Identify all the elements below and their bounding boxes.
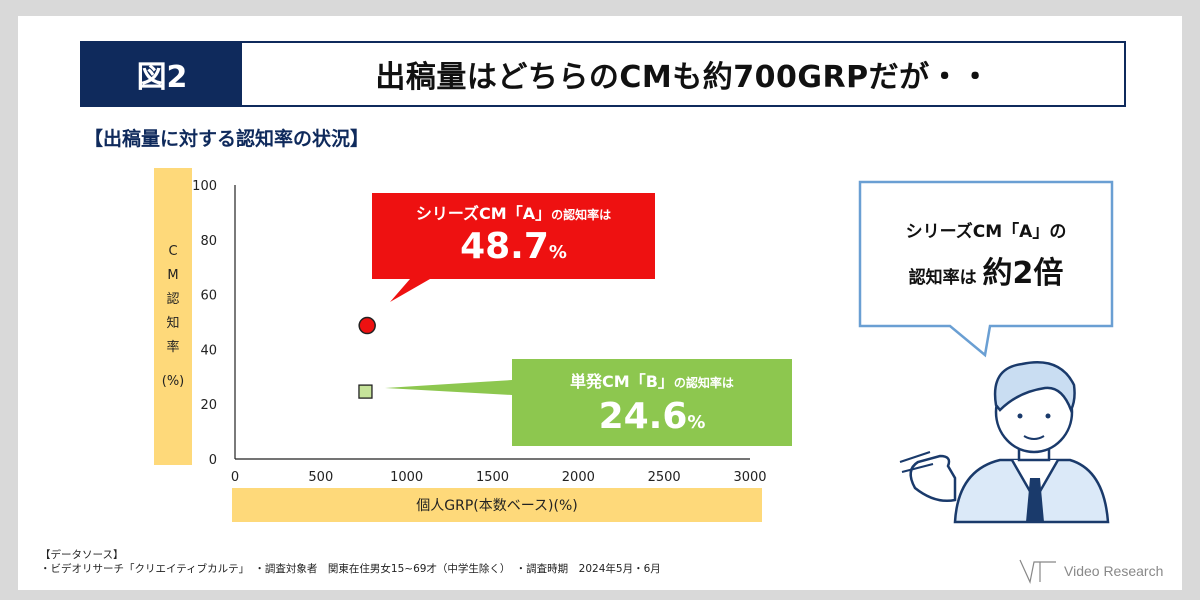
y-axis-label-char: 認 bbox=[166, 292, 180, 307]
data-source: 【データソース】 ・ビデオリサーチ「クリエイティブカルテ」 ・調査対象者 関東在… bbox=[40, 548, 661, 576]
y-axis-label-char: C bbox=[168, 244, 178, 259]
callout-b-number: 24.6 bbox=[598, 396, 688, 437]
x-tick-label: 2500 bbox=[648, 470, 681, 485]
callout-b-value: 24.6% bbox=[512, 396, 792, 437]
y-tick-label: 60 bbox=[200, 289, 217, 304]
callout-a-label: シリーズCM「A」の認知率は bbox=[372, 200, 655, 224]
y-axis-label-char: 知 bbox=[166, 316, 180, 331]
x-tick-label: 2000 bbox=[562, 470, 595, 485]
chart-subtitle: 【出稿量に対する認知率の状況】 bbox=[84, 128, 370, 150]
header-title: 出稿量はどちらのCMも約700GRPだが・・ bbox=[375, 60, 991, 95]
y-axis-label-char: 率 bbox=[166, 340, 180, 355]
logo-text: Video Research bbox=[1064, 563, 1164, 579]
y-axis-label: C M 認知率 (%) bbox=[154, 240, 192, 394]
callout-b-unit: % bbox=[687, 412, 706, 433]
y-axis-label-band: C M 認知率 (%) bbox=[154, 168, 192, 465]
y-axis-label-char: M bbox=[167, 268, 179, 283]
bubble-line1: シリーズCM「A」の bbox=[905, 221, 1067, 242]
x-tick-label: 1500 bbox=[476, 470, 509, 485]
x-tick-label: 500 bbox=[308, 470, 333, 485]
header-bar: 図2 出稿量はどちらのCMも約700GRPだが・・ bbox=[80, 41, 1126, 107]
callout-a-number: 48.7 bbox=[460, 226, 549, 267]
x-tick-label: 1000 bbox=[390, 470, 423, 485]
bubble-line2: 認知率は 約2倍 bbox=[909, 248, 1064, 292]
callout-a-label-main: シリーズCM「A」 bbox=[415, 204, 552, 223]
speech-bubble-frame bbox=[858, 180, 1114, 358]
y-axis-label-unit: (%) bbox=[161, 374, 185, 389]
callout-a-box bbox=[372, 193, 655, 302]
data-source-detail: ・ビデオリサーチ「クリエイティブカルテ」 ・調査対象者 関東在住男女15~69才… bbox=[40, 563, 661, 575]
callout-a-value: 48.7% bbox=[372, 226, 655, 267]
y-tick-label: 20 bbox=[200, 398, 217, 413]
x-axis-label: 個人GRP(本数ベース)(%) bbox=[232, 488, 762, 522]
x-tick-label: 0 bbox=[231, 470, 239, 485]
callout-b-label-main: 単発CM「B」 bbox=[570, 372, 674, 391]
bubble-line2-prefix: 認知率は bbox=[908, 267, 977, 288]
y-tick-label: 100 bbox=[192, 179, 217, 194]
y-tick-label: 40 bbox=[200, 343, 217, 358]
company-logo: Video Research bbox=[1018, 558, 1163, 584]
callout-b-label-suffix: の認知率は bbox=[673, 376, 734, 390]
y-tick-label: 0 bbox=[209, 453, 217, 468]
data-source-title: 【データソース】 bbox=[40, 549, 124, 561]
presenter-illustration bbox=[899, 361, 1110, 524]
figure-badge: 図2 bbox=[82, 43, 242, 105]
speech-bubble-text: シリーズCM「A」の 認知率は 約2倍 bbox=[860, 182, 1112, 326]
callout-b-label: 単発CM「B」の認知率は bbox=[512, 368, 792, 392]
y-tick-label: 80 bbox=[200, 234, 217, 249]
bubble-line2-big: 約2倍 bbox=[982, 255, 1064, 291]
data-point-series-a bbox=[358, 316, 376, 335]
callout-a-unit: % bbox=[548, 242, 567, 263]
data-point-series-b bbox=[358, 384, 373, 399]
callout-b-box bbox=[385, 359, 792, 446]
logo-mark-icon bbox=[1019, 559, 1056, 584]
callout-a-label-suffix: の認知率は bbox=[551, 208, 612, 222]
x-tick-label: 3000 bbox=[733, 470, 766, 485]
